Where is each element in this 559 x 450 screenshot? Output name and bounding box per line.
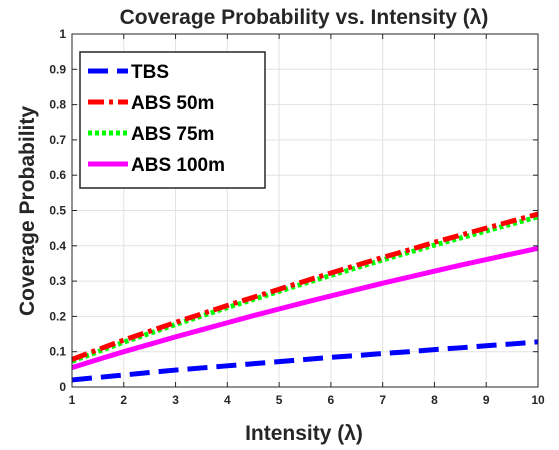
y-tick-label: 0.4	[49, 239, 66, 253]
legend-label: ABS 50m	[131, 93, 214, 114]
series-line-abs-50m	[71, 211, 539, 362]
x-tick-label: 2	[120, 393, 127, 407]
x-tick-label: 6	[328, 393, 335, 407]
x-tick-label: 7	[379, 393, 386, 407]
legend: TBS ABS 50m ABS 75m ABS 100m	[79, 51, 266, 189]
y-tick-label: 1	[59, 27, 66, 41]
y-axis-label: Coverage Probability	[16, 106, 39, 316]
legend-label: ABS 75m	[131, 124, 214, 145]
y-tick-label: 0.1	[49, 345, 66, 359]
y-tick-label: 0.6	[49, 168, 66, 182]
y-tick-label: 0.2	[49, 309, 66, 323]
y-tick-label: 0.3	[49, 274, 66, 288]
x-tick-label: 9	[483, 393, 490, 407]
x-axis-label: Intensity (λ)	[245, 422, 363, 445]
series-line-abs-100m	[71, 245, 539, 370]
y-tick-label: 0.5	[49, 204, 66, 218]
series-line-abs-75m	[71, 214, 539, 364]
plot-series	[71, 211, 539, 383]
x-tick-label: 1	[69, 393, 76, 407]
x-tick-label: 8	[431, 393, 438, 407]
x-tick-label: 4	[224, 393, 231, 407]
y-tick-label: 0.9	[49, 62, 66, 76]
x-tick-label: 5	[276, 393, 283, 407]
x-tick-label: 3	[172, 393, 179, 407]
x-tick-label: 10	[531, 393, 545, 407]
y-tick-label: 0.7	[49, 133, 66, 147]
series-line-tbs	[71, 339, 539, 383]
y-tick-label: 0	[59, 380, 66, 394]
chart-title: Coverage Probability vs. Intensity (λ)	[120, 6, 489, 29]
legend-label: ABS 100m	[131, 155, 225, 176]
legend-label: TBS	[131, 62, 169, 83]
axis-ticks: 1 2 3 4 5 6 7 8 9 10 0 0.1 0.2 0.3 0.4 0.5 0.6 0.7 0.8 0.9 1	[49, 27, 545, 407]
y-tick-label: 0.8	[49, 98, 66, 112]
